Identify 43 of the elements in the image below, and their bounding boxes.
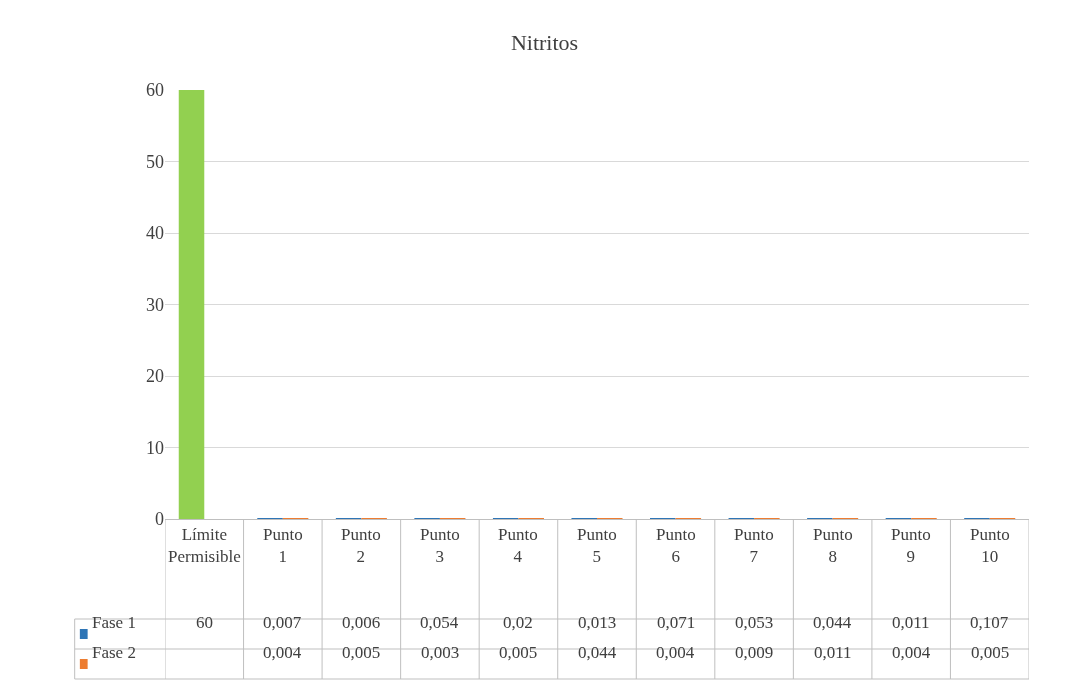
data-label: 0,053 xyxy=(735,613,774,632)
y-tick-label: 60 xyxy=(146,80,164,101)
y-tick-label: 0 xyxy=(155,509,164,530)
x-tick-label: Punto 9 xyxy=(891,525,931,567)
x-tick-label: Punto 1 xyxy=(263,525,303,567)
data-label: 0,071 xyxy=(657,613,696,632)
data-label: 0,005 xyxy=(971,643,1010,662)
data-label: 0,006 xyxy=(342,613,381,632)
data-label: 0,02 xyxy=(503,613,533,632)
data-label: 0,005 xyxy=(499,643,538,662)
x-tick-label: Punto 7 xyxy=(734,525,774,567)
data-label: 0,009 xyxy=(735,643,774,662)
data-label: 0,003 xyxy=(421,643,460,662)
x-tick-label: Punto 4 xyxy=(498,525,538,567)
data-label: 0,007 xyxy=(263,613,302,632)
data-label: 0,004 xyxy=(892,643,931,662)
data-label: 0,011 xyxy=(892,613,930,632)
y-tick-label: 40 xyxy=(146,223,164,244)
x-tick-label: Punto 5 xyxy=(577,525,617,567)
data-label: 0,004 xyxy=(656,643,695,662)
data-label: 0,044 xyxy=(813,613,852,632)
x-tick-label: Punto 6 xyxy=(656,525,696,567)
y-tick-label: 50 xyxy=(146,151,164,172)
legend-label: Fase 2 xyxy=(92,643,136,662)
y-tick-label: 30 xyxy=(146,294,164,315)
x-tick-label: Punto 10 xyxy=(970,525,1010,567)
y-tick-label: 20 xyxy=(146,366,164,387)
x-tick-label: Punto 8 xyxy=(813,525,853,567)
data-label: 0,005 xyxy=(342,643,381,662)
bar xyxy=(178,90,205,519)
data-label: 0,044 xyxy=(578,643,617,662)
data-label: 0,013 xyxy=(578,613,617,632)
data-label: 0,107 xyxy=(970,613,1009,632)
data-label: 0,011 xyxy=(814,643,852,662)
chart-title: Nitritos xyxy=(510,30,579,56)
x-tick-label: Punto 3 xyxy=(420,525,460,567)
y-tick-label: 10 xyxy=(146,437,164,458)
data-label: 0,054 xyxy=(420,613,459,632)
x-tick-label: Punto 2 xyxy=(341,525,381,567)
data-label: 60 xyxy=(196,613,213,632)
data-label: 0,004 xyxy=(263,643,302,662)
x-tick-label: Límite Permisible xyxy=(168,525,241,567)
legend-label: Fase 1 xyxy=(92,613,136,632)
